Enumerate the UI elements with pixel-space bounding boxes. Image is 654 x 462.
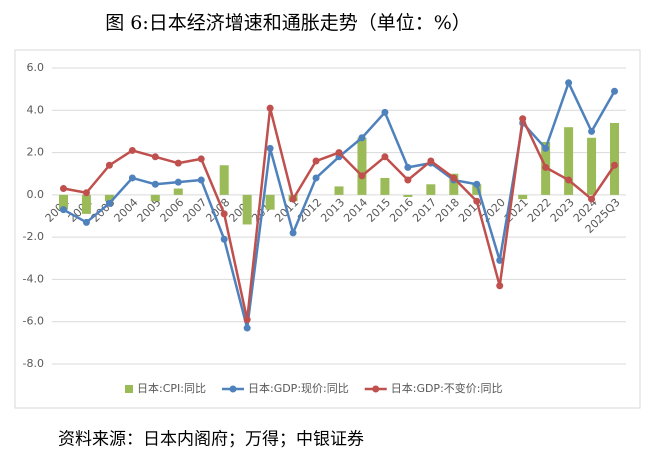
marker (128, 146, 136, 154)
marker (381, 153, 389, 161)
legend-label: 日本:GDP:现价:同比 (248, 381, 349, 395)
bar (449, 173, 459, 195)
marker (289, 195, 297, 203)
bar (81, 194, 91, 214)
bar (472, 184, 482, 195)
marker (358, 172, 366, 180)
marker (82, 189, 90, 197)
bar (587, 137, 597, 195)
bar (403, 194, 413, 197)
bar (219, 165, 229, 195)
bar (357, 137, 367, 195)
chart-frame (14, 49, 641, 409)
marker (266, 144, 274, 152)
bar (518, 194, 528, 200)
marker (542, 144, 550, 152)
legend-label: 日本:CPI:同比 (137, 381, 206, 395)
marker (82, 218, 90, 226)
marker (289, 229, 297, 237)
marker (220, 210, 228, 218)
marker (59, 206, 67, 214)
marker (220, 235, 228, 243)
bar (426, 184, 436, 195)
marker (519, 115, 527, 123)
marker (174, 178, 182, 186)
marker (105, 199, 113, 207)
marker (404, 163, 412, 171)
source-note: 资料来源：日本内阁府；万得；中银证券 (58, 430, 364, 450)
y-tick-label: -2.0 (23, 230, 44, 243)
marker (404, 176, 412, 184)
y-tick-label: 2.0 (27, 146, 45, 159)
marker (151, 153, 159, 161)
marker (565, 176, 573, 184)
marker (496, 282, 504, 290)
y-tick-label: -6.0 (23, 315, 44, 328)
marker (105, 161, 113, 169)
bar (610, 122, 620, 195)
marker (197, 176, 205, 184)
marker (427, 157, 435, 165)
bar (104, 194, 114, 202)
marker (243, 324, 251, 332)
marker (197, 155, 205, 163)
marker (542, 163, 550, 171)
marker (335, 149, 343, 157)
marker (266, 104, 274, 112)
bar (334, 186, 344, 195)
marker (312, 157, 320, 165)
legend-swatch (125, 385, 133, 393)
marker (611, 161, 619, 169)
marker (151, 180, 159, 188)
y-tick-label: -4.0 (23, 272, 44, 285)
marker (473, 197, 481, 205)
marker (243, 316, 251, 324)
bar (380, 177, 390, 195)
marker (473, 180, 481, 188)
marker (611, 87, 619, 95)
marker (588, 127, 596, 135)
bar (173, 188, 183, 195)
bar (265, 194, 275, 210)
marker (358, 134, 366, 142)
chart-title: 图 6:日本经济增速和通胀走势（单位：%） (105, 12, 471, 34)
y-tick-label: -8.0 (23, 357, 44, 370)
marker (450, 174, 458, 182)
marker (565, 79, 573, 87)
marker (59, 185, 67, 193)
marker (381, 108, 389, 116)
legend-swatch (372, 385, 380, 393)
y-tick-label: 0.0 (27, 188, 45, 201)
bar (242, 194, 252, 225)
bar (564, 127, 574, 195)
marker (174, 159, 182, 167)
legend-swatch (229, 385, 237, 393)
y-tick-label: 6.0 (27, 61, 45, 74)
marker (496, 256, 504, 264)
bar (58, 194, 68, 210)
legend-label: 日本:GDP:不变价:同比 (391, 381, 503, 395)
bar (150, 194, 160, 202)
y-tick-label: 4.0 (27, 103, 45, 116)
marker (588, 195, 596, 203)
marker (312, 174, 320, 182)
marker (128, 174, 136, 182)
